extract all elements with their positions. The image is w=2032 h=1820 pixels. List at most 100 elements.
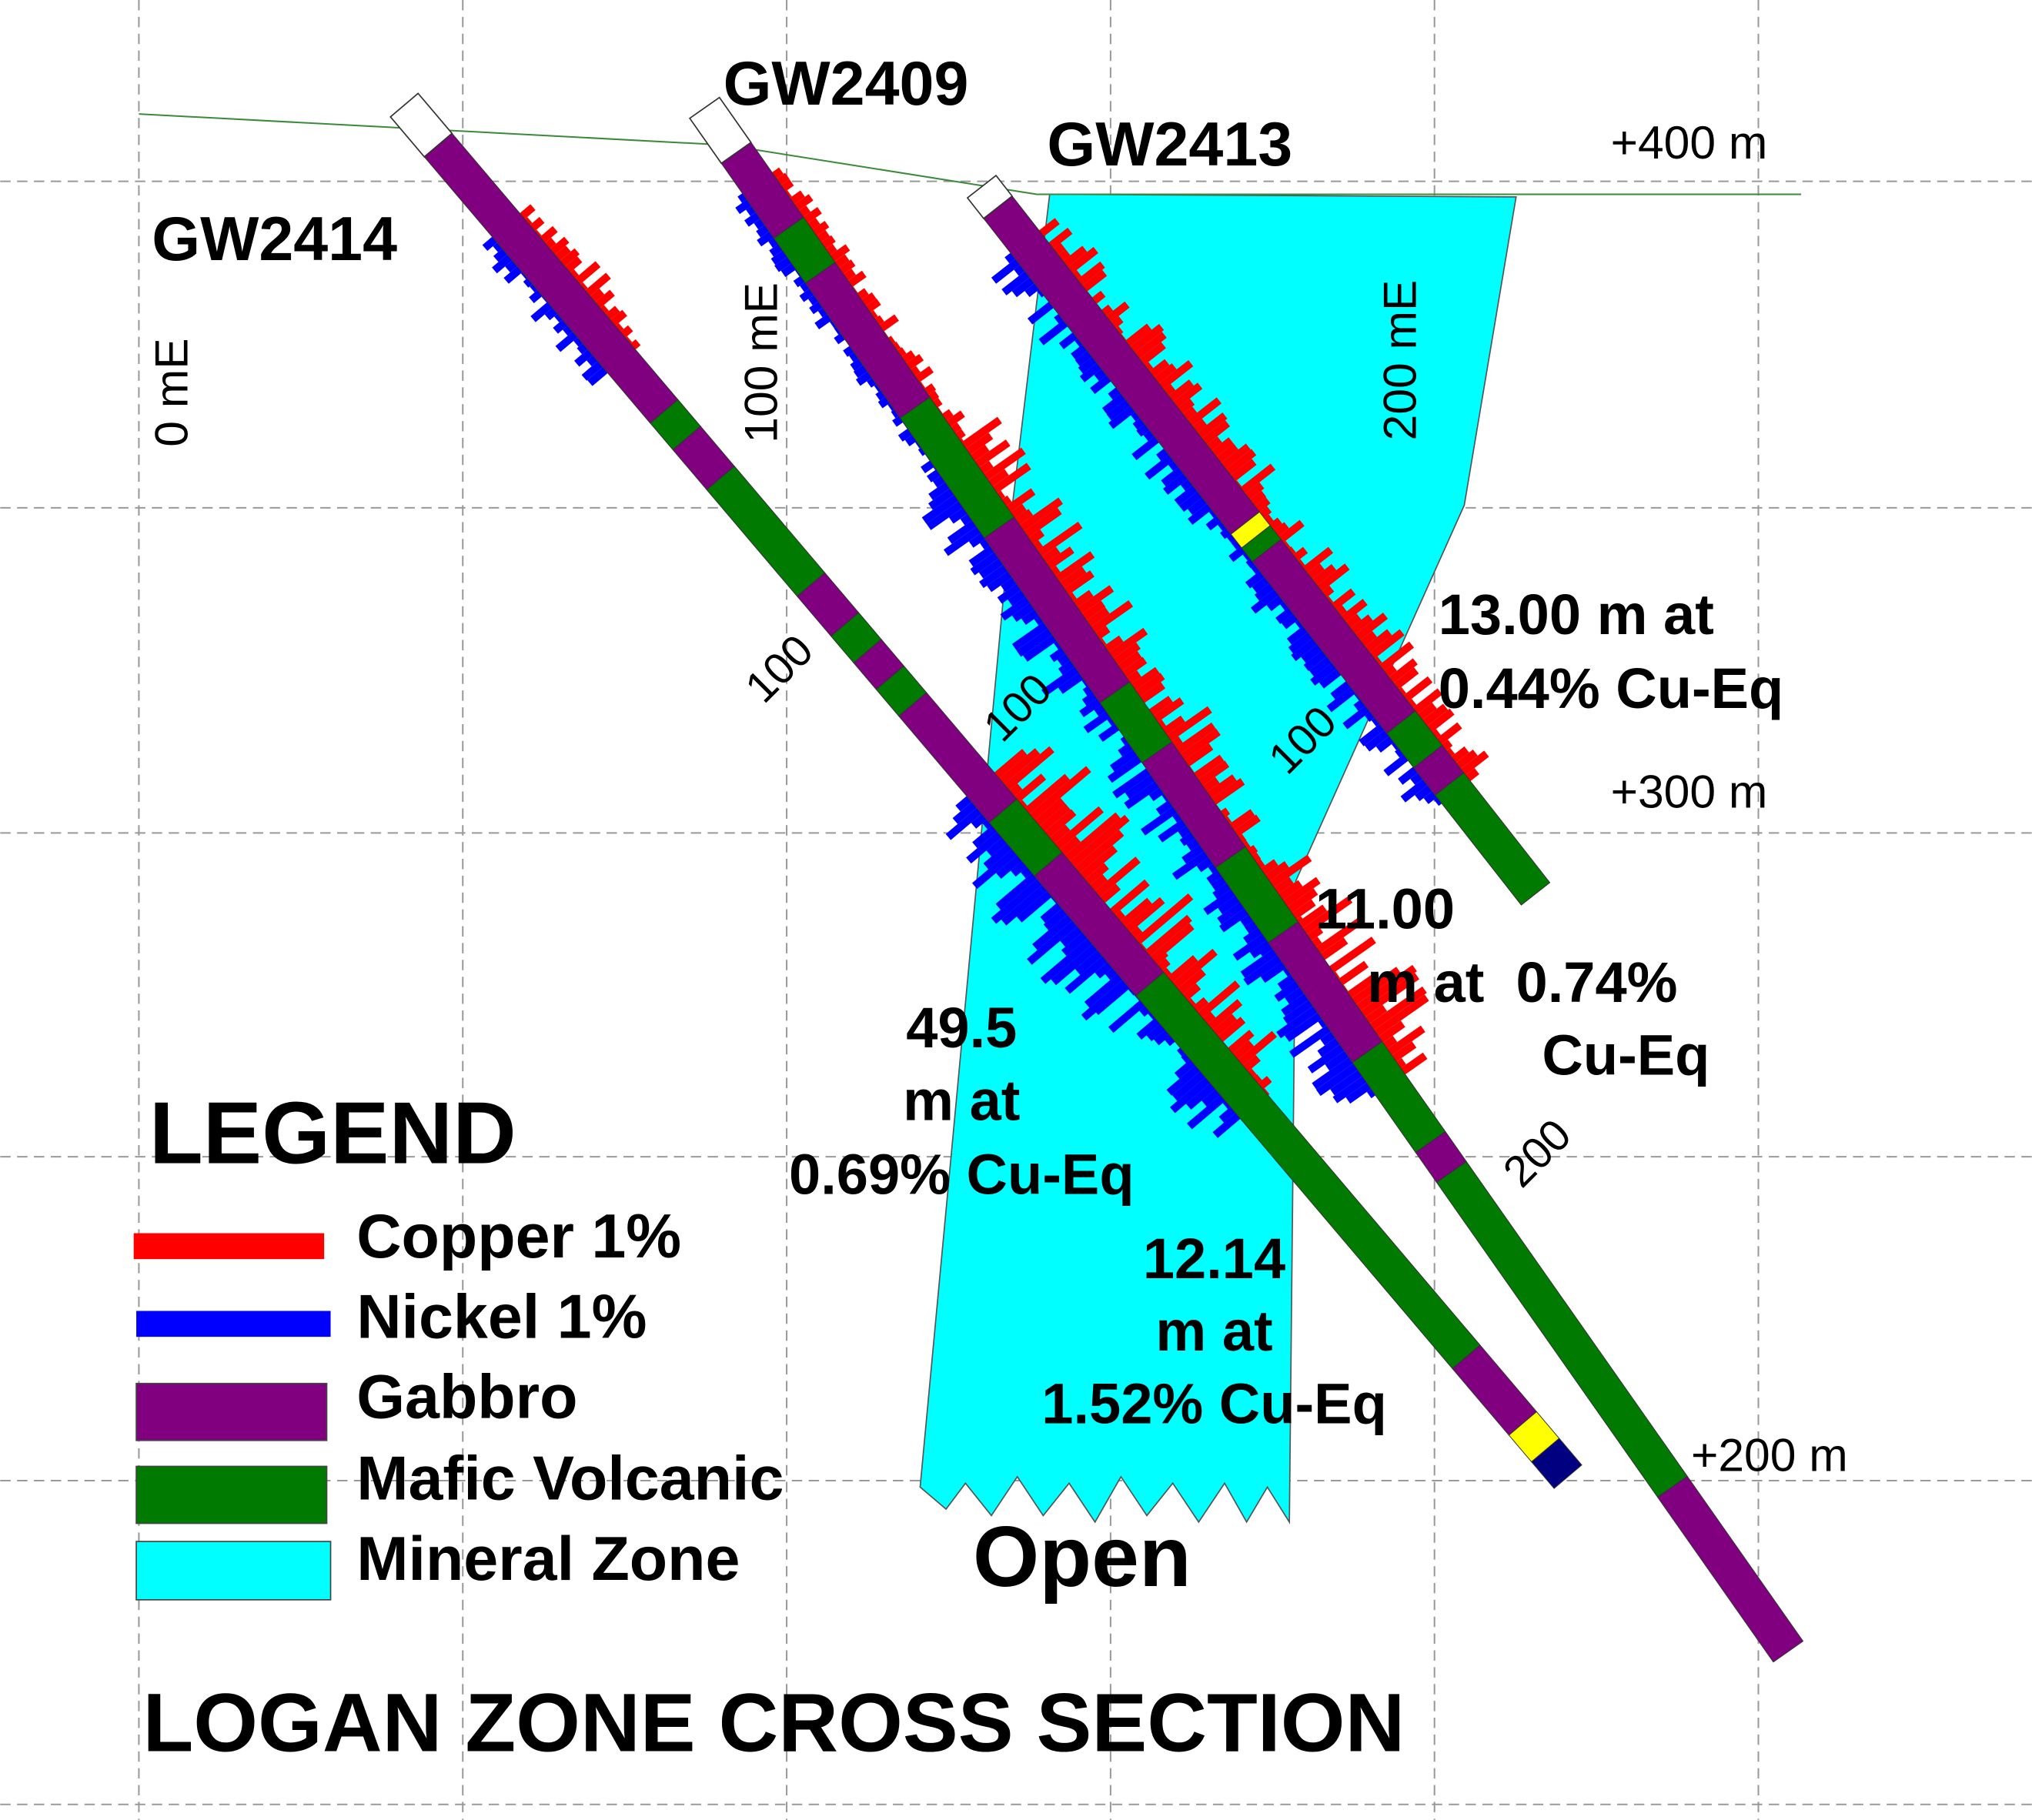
copper-assay: [1010, 503, 1027, 519]
nickel-assay: [737, 193, 747, 203]
copper-assay: [1006, 488, 1036, 513]
copper-assay: [1345, 613, 1362, 629]
copper-assay: [1466, 768, 1479, 782]
nickel-assay: [1174, 1059, 1195, 1079]
nickel-assay: [1244, 920, 1258, 934]
copper-assay: [1245, 482, 1265, 500]
copper-assay: [580, 282, 588, 291]
nickel-assay: [523, 278, 533, 288]
copper-assay: [1384, 664, 1397, 677]
intercept-text: m at: [1155, 1299, 1272, 1363]
copper-assay: [615, 322, 624, 332]
copper-assay: [1106, 301, 1130, 322]
copper-assay: [1118, 651, 1142, 672]
copper-assay: [1157, 958, 1171, 971]
copper-assay: [1004, 746, 1054, 790]
nickel-assay: [947, 520, 977, 544]
copper-assay: [1024, 507, 1062, 538]
copper-assay: [1374, 994, 1429, 1037]
nickel-assay: [1146, 1024, 1165, 1042]
copper-assay: [1302, 896, 1353, 935]
copper-assay: [1260, 859, 1278, 875]
copper-assay: [1238, 1030, 1278, 1066]
copper-assay: [1111, 316, 1124, 329]
nickel-assay: [970, 552, 999, 576]
nickel-assay: [1201, 1089, 1221, 1107]
copper-assay: [620, 325, 633, 338]
nickel-assay: [1205, 516, 1222, 531]
elevation-label: +400 m: [1611, 116, 1768, 169]
nickel-assay: [1094, 369, 1107, 382]
copper-assay: [600, 305, 610, 315]
nickel-assay: [1242, 553, 1251, 561]
copper-assay: [1202, 776, 1220, 793]
copper-assay: [1292, 546, 1308, 561]
nickel-assay: [744, 212, 760, 227]
copper-assay: [1053, 242, 1066, 255]
copper-assay: [1069, 814, 1130, 868]
nickel-assay: [1170, 1077, 1211, 1114]
nickel-assay: [1266, 595, 1284, 612]
copper-assay: [1168, 379, 1195, 402]
nickel-assay: [1282, 1000, 1313, 1024]
copper-assay: [1322, 585, 1335, 598]
copper-assay: [1341, 599, 1368, 623]
copper-assay: [1392, 1041, 1417, 1062]
copper-assay: [1166, 706, 1212, 742]
copper-assay: [1225, 816, 1232, 824]
copper-assay: [524, 217, 533, 225]
nickel-assay: [1051, 943, 1098, 986]
copper-assay: [1252, 1074, 1262, 1084]
nickel-assay: [814, 314, 832, 329]
nickel-assay: [1260, 961, 1287, 983]
copper-assay: [1009, 783, 1023, 796]
copper-assay: [1188, 766, 1195, 773]
copper-assay: [1212, 1014, 1238, 1037]
copper-assay: [1192, 997, 1209, 1013]
nickel-assay: [756, 225, 770, 238]
nickel-assay: [1001, 577, 1017, 593]
copper-assay: [776, 172, 790, 185]
copper-assay: [1360, 973, 1419, 1017]
copper-assay: [1240, 463, 1276, 494]
copper-assay: [1355, 613, 1389, 641]
nickel-assay: [1084, 973, 1123, 1008]
nickel-assay: [1218, 908, 1249, 933]
nickel-assay: [1106, 399, 1131, 421]
nickel-assay: [1185, 1083, 1215, 1110]
nickel-assay: [834, 326, 841, 335]
copper-assay: [1455, 749, 1478, 770]
nickel-assay: [482, 236, 497, 252]
copper-assay: [1235, 480, 1242, 488]
nickel-assay: [774, 256, 792, 272]
legend-label: Mafic Volcanic: [356, 1444, 784, 1514]
copper-assay: [1264, 514, 1274, 525]
copper-assay: [870, 310, 878, 319]
nickel-assay: [1098, 723, 1120, 742]
nickel-assay: [530, 284, 538, 292]
nickel-assay: [1307, 1044, 1345, 1074]
copper-assay: [1051, 566, 1061, 576]
nickel-assay: [780, 263, 797, 277]
nickel-assay: [996, 855, 1022, 880]
copper-assay: [1350, 614, 1373, 635]
copper-assay: [1188, 997, 1196, 1007]
nickel-assay: [1423, 791, 1437, 804]
copper-assay: [1400, 1052, 1428, 1075]
legend-label: Gabbro: [356, 1363, 577, 1432]
copper-assay: [1228, 1030, 1255, 1054]
nickel-assay: [1090, 375, 1111, 395]
copper-assay: [1077, 261, 1105, 286]
copper-assay: [790, 190, 805, 205]
nickel-assay: [948, 507, 968, 524]
nickel-assay: [891, 409, 899, 419]
nickel-assay: [1187, 497, 1208, 516]
copper-assay: [1039, 803, 1071, 832]
nickel-assay: [1371, 717, 1380, 727]
nickel-assay: [850, 359, 864, 371]
intercept-text: 0.44% Cu-Eq: [1439, 656, 1784, 720]
nickel-assay: [1342, 705, 1370, 730]
nickel-assay: [1081, 679, 1088, 687]
nickel-assay: [1107, 717, 1115, 726]
copper-assay: [565, 256, 583, 273]
